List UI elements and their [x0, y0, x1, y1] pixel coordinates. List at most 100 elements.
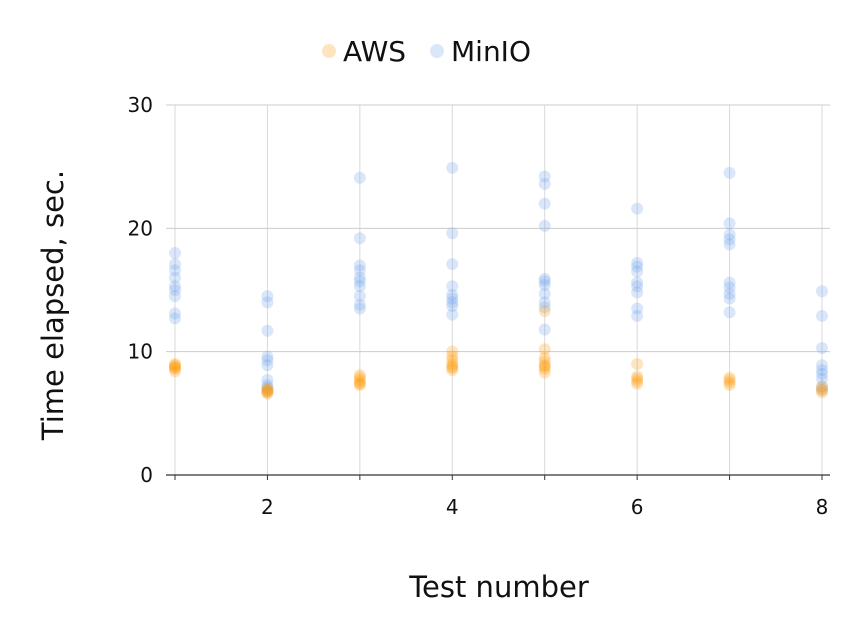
data-point-aws	[538, 360, 551, 373]
data-point-minio	[723, 281, 736, 294]
data-point-minio	[446, 300, 459, 313]
data-point-minio	[631, 202, 644, 215]
data-point-minio	[816, 359, 828, 372]
data-point-minio	[538, 323, 551, 336]
data-point-aws	[261, 387, 274, 400]
data-point-minio	[353, 259, 366, 272]
series-minio	[169, 161, 828, 398]
data-point-minio	[261, 359, 274, 372]
data-point-minio	[816, 285, 828, 298]
data-point-minio	[538, 296, 551, 309]
data-point-minio	[261, 324, 274, 337]
data-point-minio	[169, 271, 181, 284]
data-point-aws	[723, 378, 736, 391]
data-point-minio	[538, 301, 551, 314]
data-point-minio	[169, 258, 181, 271]
data-point-aws	[538, 359, 551, 372]
data-point-minio	[816, 364, 828, 377]
data-point-aws	[446, 350, 459, 363]
legend-label-aws: AWS	[343, 35, 406, 68]
data-point-minio	[538, 219, 551, 232]
data-point-minio	[723, 217, 736, 230]
data-point-aws	[631, 358, 644, 370]
data-point-minio	[538, 279, 551, 292]
data-point-aws	[169, 362, 181, 375]
data-point-aws	[816, 383, 828, 396]
data-point-minio	[631, 302, 644, 315]
data-point-aws	[723, 376, 736, 389]
data-point-aws	[353, 371, 366, 384]
data-point-minio	[446, 258, 459, 271]
data-point-minio	[816, 309, 828, 322]
data-point-aws	[261, 386, 274, 399]
data-point-minio	[261, 350, 274, 363]
data-point-minio	[169, 307, 181, 320]
data-point-aws	[169, 361, 181, 374]
data-point-aws	[631, 372, 644, 385]
data-point-minio	[631, 286, 644, 299]
data-point-minio	[446, 288, 459, 301]
x-tick-label: 2	[261, 495, 274, 519]
y-tick-label: 0	[140, 463, 153, 487]
data-point-aws	[446, 354, 459, 367]
data-point-aws	[538, 351, 551, 364]
data-point-aws	[169, 365, 181, 378]
data-point-minio	[261, 374, 274, 387]
data-point-aws	[446, 361, 459, 374]
data-point-aws	[446, 360, 459, 373]
data-point-minio	[723, 287, 736, 300]
data-point-minio	[169, 247, 181, 259]
data-point-minio	[816, 341, 828, 354]
data-point-minio	[538, 272, 551, 285]
data-point-minio	[631, 280, 644, 293]
data-point-aws	[816, 381, 828, 394]
y-tick-label: 30	[128, 93, 153, 117]
legend-label-minio: MinIO	[451, 35, 531, 68]
data-point-minio	[353, 302, 366, 315]
series-aws	[169, 304, 828, 400]
data-point-aws	[169, 360, 181, 373]
data-point-minio	[538, 287, 551, 300]
x-tick-label: 4	[446, 495, 459, 519]
data-point-minio	[446, 280, 459, 293]
data-point-minio	[631, 260, 644, 273]
data-point-minio	[169, 284, 181, 296]
data-point-minio	[353, 275, 366, 288]
legend-item-minio: MinIO	[430, 35, 531, 68]
data-point-minio	[723, 276, 736, 289]
data-point-aws	[261, 382, 274, 395]
data-point-aws	[353, 376, 366, 389]
y-axis-title: Time elapsed, sec.	[36, 170, 70, 441]
data-point-minio	[261, 381, 274, 394]
data-point-aws	[261, 385, 274, 398]
data-point-aws	[631, 377, 644, 390]
data-point-aws	[261, 383, 274, 396]
data-point-minio	[261, 296, 274, 309]
data-point-minio	[353, 271, 366, 284]
data-point-minio	[169, 280, 181, 293]
data-point-minio	[169, 290, 181, 303]
data-point-minio	[631, 256, 644, 269]
data-point-minio	[446, 227, 459, 240]
data-point-aws	[538, 362, 551, 375]
data-point-aws	[538, 343, 551, 356]
data-point-minio	[538, 275, 551, 288]
data-point-minio	[353, 290, 366, 303]
data-point-aws	[723, 374, 736, 387]
data-point-minio	[723, 166, 736, 179]
data-point-minio	[723, 233, 736, 246]
data-point-aws	[816, 386, 828, 399]
data-point-aws	[446, 345, 459, 358]
data-point-minio	[261, 290, 274, 303]
data-point-minio	[816, 383, 828, 396]
x-tick-label: 6	[631, 495, 644, 519]
data-point-aws	[353, 374, 366, 387]
data-point-minio	[538, 197, 551, 210]
data-point-minio	[353, 264, 366, 277]
data-point-minio	[723, 228, 736, 241]
legend-item-aws: AWS	[322, 35, 406, 68]
data-point-minio	[169, 312, 181, 325]
data-point-minio	[631, 276, 644, 289]
data-point-minio	[446, 161, 459, 174]
